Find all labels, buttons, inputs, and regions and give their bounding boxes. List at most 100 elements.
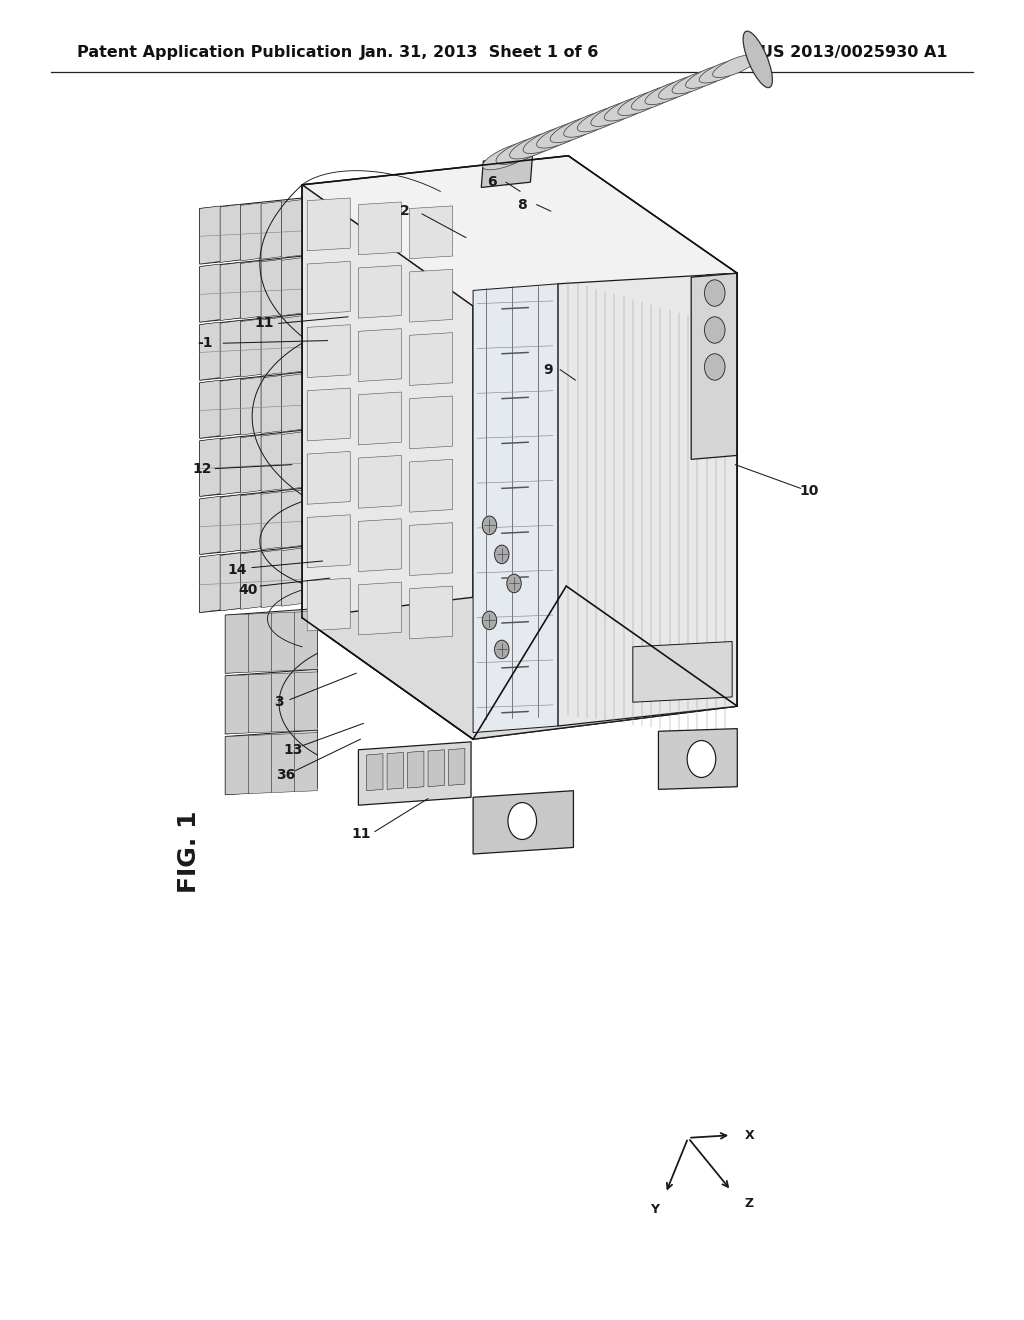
Polygon shape — [200, 438, 220, 496]
Polygon shape — [282, 374, 302, 432]
Polygon shape — [200, 380, 220, 438]
Polygon shape — [358, 582, 401, 635]
Polygon shape — [200, 554, 220, 612]
Polygon shape — [241, 378, 261, 436]
Polygon shape — [410, 206, 453, 259]
Polygon shape — [220, 321, 241, 379]
Polygon shape — [261, 549, 282, 607]
Polygon shape — [241, 203, 261, 261]
Polygon shape — [481, 156, 532, 187]
Text: 6: 6 — [486, 176, 497, 189]
Polygon shape — [225, 614, 248, 673]
Circle shape — [507, 574, 521, 593]
Ellipse shape — [523, 127, 577, 153]
Polygon shape — [307, 451, 350, 504]
Polygon shape — [282, 257, 302, 315]
Polygon shape — [220, 379, 241, 437]
Polygon shape — [271, 734, 295, 792]
Polygon shape — [225, 675, 248, 734]
Polygon shape — [200, 264, 220, 322]
Polygon shape — [358, 392, 401, 445]
Polygon shape — [241, 319, 261, 378]
Text: 9: 9 — [543, 363, 553, 376]
Polygon shape — [261, 201, 282, 259]
Ellipse shape — [713, 54, 758, 78]
Text: FIG. 1: FIG. 1 — [177, 810, 202, 892]
Polygon shape — [200, 372, 302, 438]
Text: 2: 2 — [399, 205, 410, 218]
Text: 12: 12 — [191, 462, 212, 475]
Polygon shape — [200, 488, 302, 554]
Polygon shape — [558, 273, 737, 726]
Polygon shape — [295, 611, 317, 671]
Polygon shape — [307, 515, 350, 568]
Polygon shape — [220, 495, 241, 553]
Polygon shape — [225, 735, 248, 795]
Polygon shape — [282, 432, 302, 490]
Polygon shape — [707, 273, 737, 305]
Polygon shape — [410, 459, 453, 512]
Polygon shape — [282, 490, 302, 548]
Ellipse shape — [510, 132, 563, 158]
Polygon shape — [307, 261, 350, 314]
Polygon shape — [367, 754, 383, 791]
Polygon shape — [408, 751, 424, 788]
Ellipse shape — [632, 86, 680, 110]
Polygon shape — [225, 730, 317, 795]
Ellipse shape — [617, 90, 667, 116]
Polygon shape — [410, 396, 453, 449]
Ellipse shape — [578, 106, 628, 132]
Polygon shape — [307, 388, 350, 441]
Polygon shape — [449, 748, 465, 785]
Polygon shape — [261, 433, 282, 491]
Circle shape — [495, 640, 509, 659]
Polygon shape — [295, 672, 317, 731]
Polygon shape — [302, 586, 737, 739]
Circle shape — [705, 354, 725, 380]
Text: US 2013/0025930 A1: US 2013/0025930 A1 — [760, 45, 947, 59]
Polygon shape — [658, 729, 737, 789]
Polygon shape — [200, 546, 302, 612]
Ellipse shape — [699, 59, 744, 83]
Polygon shape — [358, 202, 401, 255]
Circle shape — [705, 317, 725, 343]
Polygon shape — [261, 375, 282, 433]
Polygon shape — [410, 269, 453, 322]
Circle shape — [687, 741, 716, 777]
Ellipse shape — [591, 100, 641, 127]
Ellipse shape — [743, 32, 772, 87]
Polygon shape — [200, 206, 220, 264]
Polygon shape — [241, 436, 261, 494]
Polygon shape — [225, 669, 317, 734]
Polygon shape — [271, 673, 295, 731]
Ellipse shape — [496, 136, 550, 165]
Polygon shape — [200, 496, 220, 554]
Text: 11: 11 — [351, 828, 372, 841]
Text: 36: 36 — [276, 768, 295, 781]
Text: 40: 40 — [239, 583, 257, 597]
Text: 14: 14 — [227, 564, 248, 577]
Ellipse shape — [686, 65, 732, 88]
Text: 13: 13 — [284, 743, 302, 756]
Polygon shape — [261, 259, 282, 317]
Polygon shape — [200, 198, 302, 264]
Polygon shape — [225, 609, 317, 673]
Polygon shape — [248, 673, 271, 733]
Polygon shape — [691, 273, 737, 459]
Polygon shape — [410, 523, 453, 576]
Ellipse shape — [564, 111, 615, 137]
Polygon shape — [358, 455, 401, 508]
Polygon shape — [473, 284, 558, 733]
Polygon shape — [358, 519, 401, 572]
Polygon shape — [200, 314, 302, 380]
Ellipse shape — [672, 70, 719, 94]
Polygon shape — [358, 265, 401, 318]
Polygon shape — [241, 494, 261, 552]
Circle shape — [508, 803, 537, 840]
Polygon shape — [633, 642, 732, 702]
Text: Z: Z — [744, 1197, 754, 1210]
Polygon shape — [271, 612, 295, 671]
Circle shape — [495, 545, 509, 564]
Polygon shape — [302, 156, 737, 306]
Polygon shape — [220, 263, 241, 321]
